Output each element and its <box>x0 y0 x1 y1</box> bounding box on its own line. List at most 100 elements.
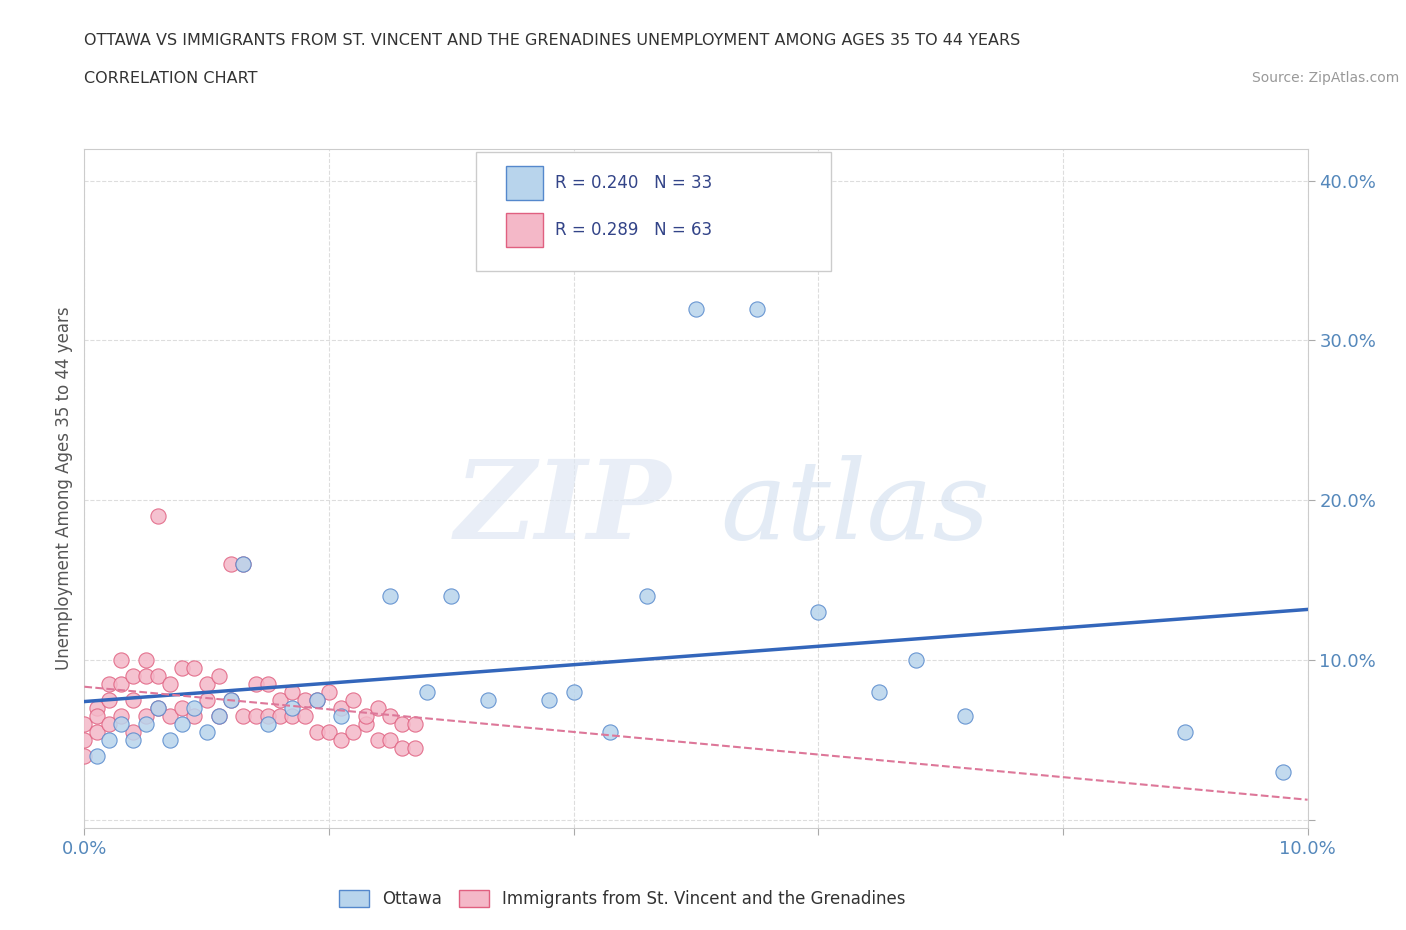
Point <box>391 740 413 755</box>
Point <box>195 693 218 708</box>
Point <box>342 724 364 739</box>
Point <box>208 709 231 724</box>
Point <box>905 653 928 668</box>
Point <box>538 693 561 708</box>
Point <box>953 709 976 724</box>
Point <box>172 700 194 715</box>
Point <box>404 716 426 731</box>
Point <box>380 589 402 604</box>
Point <box>281 684 304 699</box>
Point <box>305 724 328 739</box>
Y-axis label: Unemployment Among Ages 35 to 44 years: Unemployment Among Ages 35 to 44 years <box>55 307 73 670</box>
Point <box>172 716 194 731</box>
Point <box>245 676 267 691</box>
Point <box>146 669 169 684</box>
Point <box>86 700 108 715</box>
Point <box>305 693 328 708</box>
Point <box>232 557 254 572</box>
Point <box>86 749 108 764</box>
Text: Source: ZipAtlas.com: Source: ZipAtlas.com <box>1251 71 1399 85</box>
Point <box>269 693 291 708</box>
Point <box>135 709 157 724</box>
Point <box>232 709 254 724</box>
Point <box>122 724 145 739</box>
Text: ZIP: ZIP <box>456 455 672 563</box>
Point <box>330 709 353 724</box>
Point <box>257 709 280 724</box>
Legend: Ottawa, Immigrants from St. Vincent and the Grenadines: Ottawa, Immigrants from St. Vincent and … <box>333 884 912 915</box>
Point <box>330 700 353 715</box>
Point <box>122 733 145 748</box>
Point <box>146 700 169 715</box>
Point <box>86 709 108 724</box>
Point <box>86 724 108 739</box>
Point <box>183 700 205 715</box>
Point <box>807 604 830 619</box>
Point <box>97 716 120 731</box>
Point <box>97 676 120 691</box>
Point <box>281 700 304 715</box>
Point <box>73 749 96 764</box>
Point <box>97 733 120 748</box>
Text: CORRELATION CHART: CORRELATION CHART <box>84 71 257 86</box>
Point <box>122 693 145 708</box>
Point <box>135 669 157 684</box>
Point <box>318 724 340 739</box>
Point <box>367 700 389 715</box>
Point <box>404 740 426 755</box>
Point <box>330 733 353 748</box>
Point <box>1272 764 1295 779</box>
Point <box>257 716 280 731</box>
Point <box>195 676 218 691</box>
Point <box>110 709 132 724</box>
Point <box>257 676 280 691</box>
Point <box>477 693 499 708</box>
Point <box>342 693 364 708</box>
Point <box>354 709 377 724</box>
Text: atlas: atlas <box>720 455 990 563</box>
Point <box>183 660 205 675</box>
Point <box>281 709 304 724</box>
Point <box>146 700 169 715</box>
Point <box>636 589 658 604</box>
Point <box>208 669 231 684</box>
Point <box>245 709 267 724</box>
Point <box>294 709 316 724</box>
Point <box>1174 724 1197 739</box>
Point <box>135 716 157 731</box>
Point <box>97 693 120 708</box>
Point <box>354 716 377 731</box>
Point <box>747 301 769 316</box>
Point <box>685 301 707 316</box>
Point <box>391 716 413 731</box>
Text: R = 0.289   N = 63: R = 0.289 N = 63 <box>555 221 713 239</box>
Point <box>380 733 402 748</box>
Point <box>562 684 585 699</box>
Point <box>159 733 181 748</box>
Point <box>367 733 389 748</box>
Point <box>440 589 463 604</box>
Point <box>294 693 316 708</box>
FancyBboxPatch shape <box>475 153 831 271</box>
Point <box>73 716 96 731</box>
Point <box>869 684 891 699</box>
Point <box>122 669 145 684</box>
Point <box>599 724 621 739</box>
Point <box>135 653 157 668</box>
Point <box>110 676 132 691</box>
Point <box>195 724 218 739</box>
Point <box>172 660 194 675</box>
Text: R = 0.240   N = 33: R = 0.240 N = 33 <box>555 174 713 192</box>
Point <box>159 709 181 724</box>
Point <box>305 693 328 708</box>
Point <box>146 509 169 524</box>
Point <box>219 693 242 708</box>
Point <box>208 709 231 724</box>
Point <box>219 693 242 708</box>
Point <box>269 709 291 724</box>
Text: OTTAWA VS IMMIGRANTS FROM ST. VINCENT AND THE GRENADINES UNEMPLOYMENT AMONG AGES: OTTAWA VS IMMIGRANTS FROM ST. VINCENT AN… <box>84 33 1021 47</box>
Point <box>232 557 254 572</box>
Point <box>380 709 402 724</box>
Point <box>73 733 96 748</box>
Point <box>110 716 132 731</box>
